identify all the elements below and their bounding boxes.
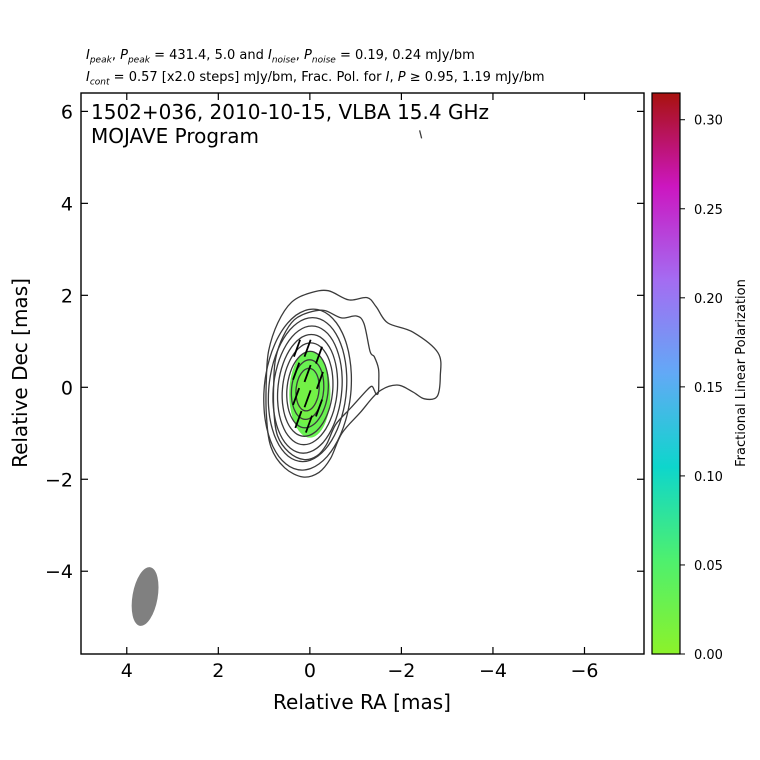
i-peak-symbol: I: [86, 48, 90, 63]
beam-ellipse: [131, 567, 159, 626]
colorbar-tick-label: 0.30: [694, 114, 723, 129]
contour-level: [295, 367, 320, 412]
evpa-tick: [293, 339, 301, 357]
evpa-tick: [316, 371, 324, 390]
chart-title-line-2: MOJAVE Program: [91, 124, 259, 148]
contour-level: [272, 325, 343, 454]
y-tick-label: −4: [45, 561, 73, 583]
header-line-1: Ipeak, Ppeak = 431.4, 5.0 and Inoise, Pn…: [86, 48, 475, 66]
evpa-tick: [303, 339, 312, 357]
chart-title-line-1: 1502+036, 2010-10-15, VLBA 15.4 GHz: [91, 100, 489, 124]
colorbar-ticks: 0.00 0.05 0.10 0.15 0.20 0.25 0.30: [680, 114, 723, 663]
header-line-2: Icont = 0.57 [x2.0 steps] mJy/bm, Frac. …: [86, 70, 545, 88]
threshold-info: ≥ 0.95, 1.19 mJy/bm: [409, 70, 545, 85]
evpa-tick: [292, 362, 301, 380]
colorbar-gradient: [651, 92, 681, 655]
contour-info: = 0.57 [x2.0 steps] mJy/bm, Frac. Pol. f…: [113, 70, 382, 85]
evpa-vectors: [292, 339, 324, 433]
y-axis-ticks: −4 −2 0 2 4 6: [45, 101, 644, 583]
p-noise-sub: noise: [311, 55, 336, 66]
p-symbol: P: [397, 70, 406, 85]
x-axis-ticks: 4 2 0 −2 −4 −6: [121, 93, 599, 682]
y-tick-label: 0: [61, 377, 73, 399]
contour-level: [267, 316, 348, 463]
peak-values: = 431.4, 5.0 and: [154, 48, 264, 63]
i-cont-symbol: I: [86, 70, 90, 85]
contour-map: [263, 130, 442, 478]
evpa-tick: [292, 387, 301, 406]
evpa-tick: [315, 346, 323, 364]
y-axis-label: Relative Dec [mas]: [8, 278, 32, 468]
i-symbol: I: [385, 70, 390, 85]
y-tick-label: 4: [61, 193, 73, 215]
evpa-tick: [303, 364, 312, 383]
colorbar-tick-label: 0.20: [694, 292, 723, 307]
evpa-tick: [294, 410, 303, 429]
colorbar-label: Fractional Linear Polarization: [734, 279, 749, 467]
y-tick-label: −2: [45, 469, 73, 491]
noise-values: = 0.19, 0.24 mJy/bm: [339, 48, 475, 63]
contour-level: [263, 308, 353, 471]
x-tick-label: 2: [212, 660, 224, 682]
colorbar: 0.00 0.05 0.10 0.15 0.20 0.25 0.30 Fractional …: [651, 92, 749, 663]
contour-level: [272, 309, 380, 461]
contour-level: [276, 333, 339, 446]
i-noise-sub: noise: [271, 55, 296, 66]
plot-background: [81, 93, 644, 654]
p-peak-symbol: P: [120, 48, 128, 63]
i-noise-symbol: I: [267, 48, 272, 63]
colorbar-tick-label: 0.05: [694, 559, 723, 574]
i-peak-sub: peak: [89, 55, 112, 66]
beam-group: [131, 567, 159, 626]
x-tick-label: −2: [387, 660, 415, 682]
colorbar-tick-label: 0.10: [694, 470, 723, 485]
evpa-tick: [303, 390, 312, 408]
x-tick-label: 4: [121, 660, 133, 682]
x-tick-label: −4: [479, 660, 507, 682]
plot-frame: [80, 92, 645, 655]
colorbar-tick-label: 0.15: [694, 381, 723, 396]
contour-level: [290, 359, 325, 421]
colorbar-tick-label: 0.25: [694, 203, 723, 218]
p-peak-sub: peak: [127, 55, 150, 66]
evpa-tick: [305, 415, 313, 433]
y-tick-label: 2: [61, 285, 73, 307]
contour-level: [265, 289, 442, 478]
x-tick-label: 0: [304, 660, 316, 682]
colorbar-tick-label: 0.00: [694, 648, 723, 663]
contour-level: [286, 350, 330, 429]
evpa-tick: [315, 399, 323, 417]
i-cont-sub: cont: [89, 77, 110, 88]
stray-contour: [419, 130, 423, 139]
x-tick-label: −6: [570, 660, 598, 682]
p-noise-symbol: P: [304, 48, 312, 63]
y-tick-label: 6: [61, 101, 73, 123]
plot-area: 4 2 0 −2 −4 −6 −4 −2 0 2 4 6: [45, 92, 645, 682]
x-axis-label: Relative RA [mas]: [273, 690, 451, 714]
